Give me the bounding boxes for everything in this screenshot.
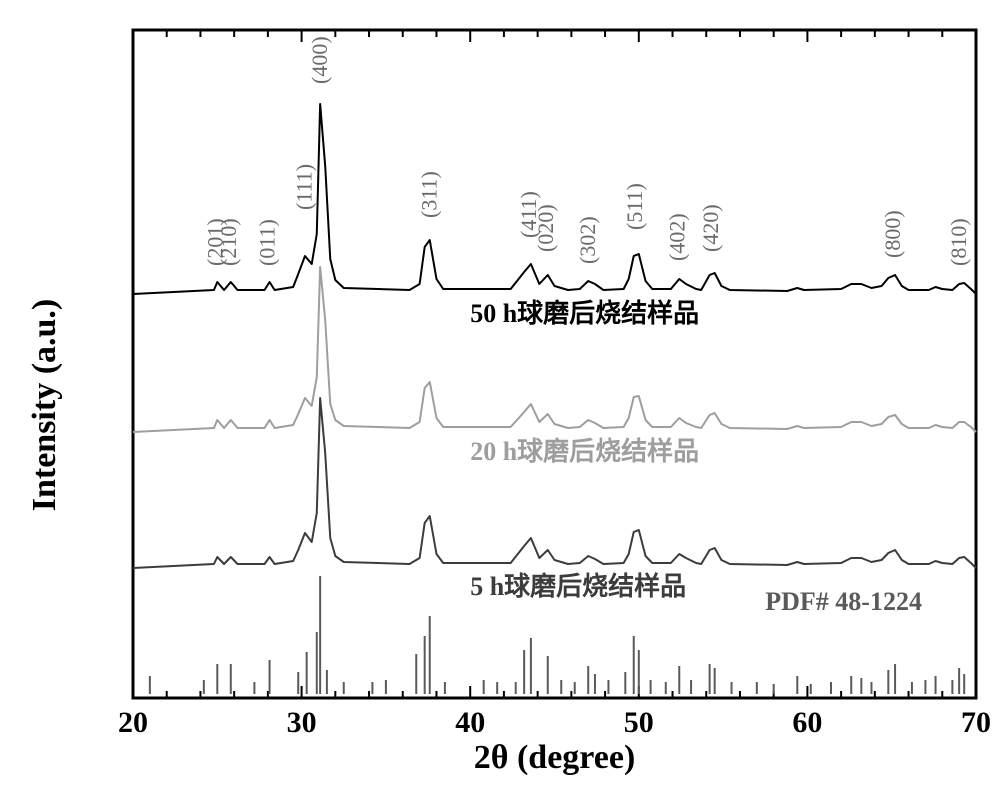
chart-svg: Intensity (a.u.) 2θ (degree) 20 30 40 50 60 7…: [0, 0, 1000, 793]
peak-index-label: (402): [664, 213, 689, 261]
peak-index-label: (020): [533, 204, 558, 252]
xrd-chart: Intensity (a.u.) 2θ (degree) 20 30 40 50 60 7…: [0, 0, 1000, 793]
y-axis-title: Intensity (a.u.): [26, 299, 63, 512]
trace-label: 50 h球磨后烧结样品: [470, 298, 699, 328]
peak-index-label: (311): [416, 171, 441, 218]
peak-index-label: (111): [292, 164, 317, 210]
peak-index-label: (210): [216, 218, 241, 266]
peak-index-label: (511): [622, 183, 647, 230]
axis-ticks: 20 30 40 50 60 70: [118, 30, 991, 739]
x-tick-label: 50: [624, 706, 654, 739]
peak-index-label: (302): [575, 216, 600, 264]
x-tick-label: 40: [455, 706, 485, 739]
x-tick-label: 20: [118, 706, 148, 739]
trace-labels: 5 h球磨后烧结样品 20 h球磨后烧结样品 50 h球磨后烧结样品 PDF# 48-…: [470, 298, 922, 616]
peak-index-label: (800): [880, 210, 905, 258]
reference-label: PDF# 48-1224: [765, 587, 922, 616]
trace-label: 20 h球磨后烧结样品: [470, 436, 699, 466]
trace-20h: [133, 267, 976, 432]
trace-label: 5 h球磨后烧结样品: [470, 571, 686, 601]
peak-index-label: (420): [698, 204, 723, 252]
peak-index-label: (810): [946, 218, 971, 266]
peak-index-label: (400): [307, 36, 332, 84]
x-axis-title: 2θ (degree): [474, 739, 636, 776]
x-tick-label: 30: [287, 706, 317, 739]
peak-index-label: (011): [255, 219, 280, 266]
x-tick-label: 70: [961, 706, 991, 739]
xrd-traces: [133, 104, 976, 568]
x-tick-label: 60: [792, 706, 822, 739]
